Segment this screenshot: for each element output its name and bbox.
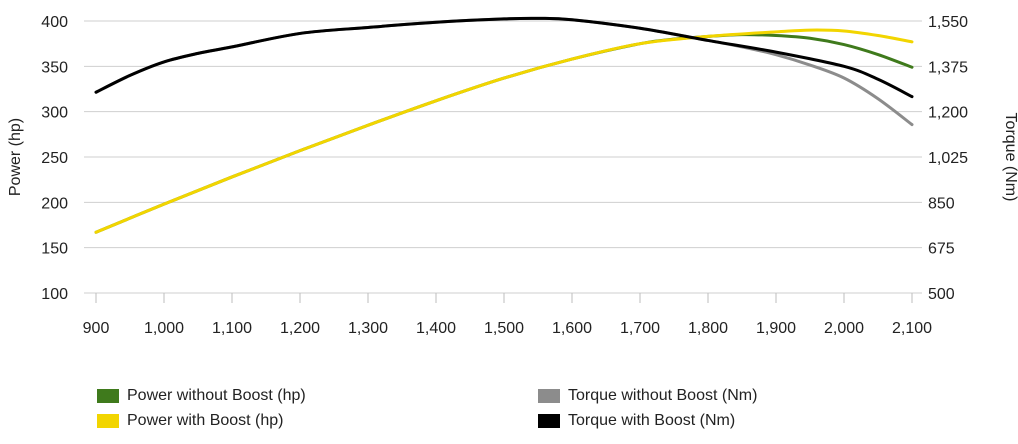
x-tick-label: 1,100 <box>212 320 252 337</box>
y-left-tick-label: 250 <box>41 150 68 167</box>
y-right-tick-label: 675 <box>928 241 955 258</box>
x-tick-label: 1,400 <box>416 320 456 337</box>
x-tick-label: 1,800 <box>688 320 728 337</box>
y-left-tick-label: 100 <box>41 286 68 303</box>
x-tick-label: 2,000 <box>824 320 864 337</box>
x-tick-label: 1,200 <box>280 320 320 337</box>
y-axis-left-label: Power (hp) <box>7 118 24 196</box>
series-line-torque-with-boost-nm <box>94 16 914 99</box>
x-tick-label: 1,900 <box>756 320 796 337</box>
y-right-tick-label: 850 <box>928 195 955 212</box>
series-line-torque-without-boost-nm <box>94 16 914 127</box>
y-right-tick-label: 1,550 <box>928 14 968 31</box>
tick-labels: 100 150 200 250 300 350 400 500 675 850 1,025 1,200… <box>41 14 968 337</box>
x-tick-label: 1,700 <box>620 320 660 337</box>
y-right-tick-label: 1,200 <box>928 105 968 122</box>
y-right-tick-label: 500 <box>928 286 955 303</box>
y-right-tick-label: 1,025 <box>928 150 968 167</box>
series-line-power-with-boost-hp <box>94 28 914 234</box>
y-right-tick-label: 1,375 <box>928 59 968 76</box>
grid-lines <box>84 20 922 294</box>
y-left-tick-label: 350 <box>41 59 68 76</box>
y-left-tick-label: 300 <box>41 105 68 122</box>
x-tick-label: 900 <box>83 320 110 337</box>
x-tick-label: 1,600 <box>552 320 592 337</box>
x-axis-ticks <box>95 293 913 303</box>
y-axis-right-label: Torque (Nm) <box>1002 113 1018 202</box>
y-left-tick-label: 200 <box>41 195 68 212</box>
y-left-tick-label: 400 <box>41 14 68 31</box>
x-tick-label: 2,100 <box>892 320 932 337</box>
x-tick-label: 1,000 <box>144 320 184 337</box>
series-lines <box>94 16 914 234</box>
y-left-tick-label: 150 <box>41 241 68 258</box>
x-tick-label: 1,300 <box>348 320 388 337</box>
x-tick-label: 1,500 <box>484 320 524 337</box>
